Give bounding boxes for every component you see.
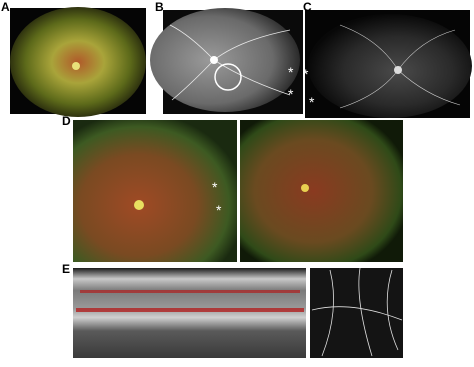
panel-label: A <box>1 0 10 14</box>
panel-label: E <box>62 262 70 276</box>
optic-disc <box>210 56 218 64</box>
panel-label: B <box>155 0 164 14</box>
asterisk: * <box>309 94 315 110</box>
asterisk: * <box>212 179 218 195</box>
vessels <box>311 267 403 357</box>
optic-disc <box>72 62 80 70</box>
panel-d-left-image <box>73 120 237 262</box>
optic-disc <box>134 200 144 210</box>
asterisk: * <box>288 64 294 80</box>
panel-label: D <box>62 114 71 128</box>
vessels <box>339 24 461 109</box>
oct-scan <box>73 268 306 358</box>
flow-signal <box>76 290 304 312</box>
angiogram-c <box>308 14 472 118</box>
asterisk: * <box>288 86 294 102</box>
panel-label: C <box>303 0 312 14</box>
asterisk: * <box>303 66 309 82</box>
angiogram-b <box>150 8 300 112</box>
fundus-a <box>10 7 146 117</box>
optic-disc <box>301 184 309 192</box>
panel-d-right-image <box>240 120 403 262</box>
asterisk: * <box>216 202 222 218</box>
optic-disc <box>394 66 402 74</box>
vessels <box>169 24 291 101</box>
circle-marker <box>214 63 242 91</box>
